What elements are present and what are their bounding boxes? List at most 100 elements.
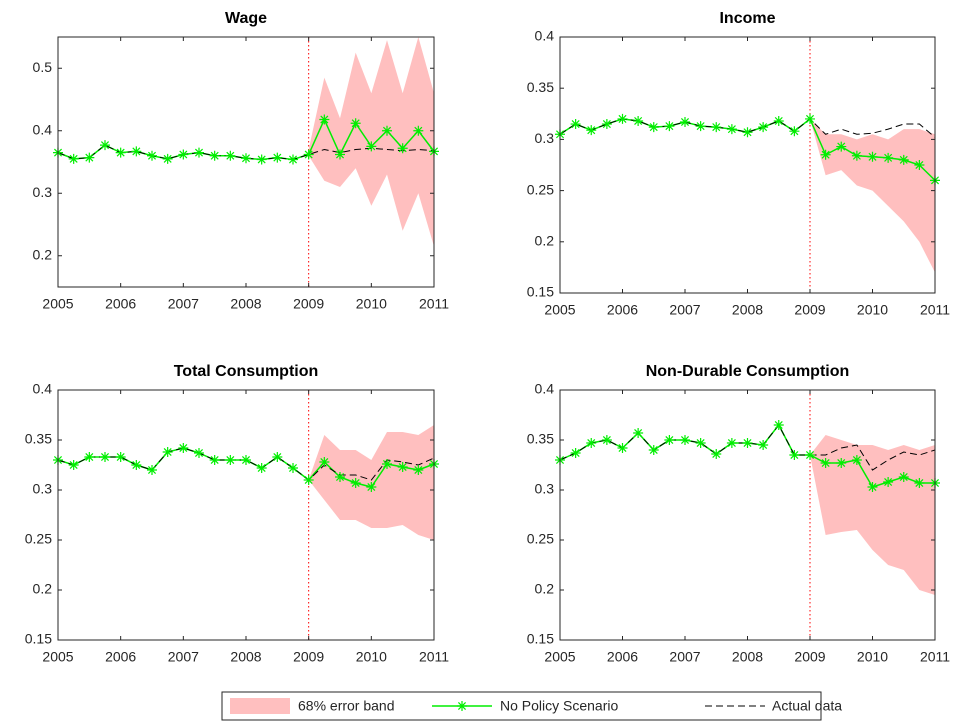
x-tick-label: 2011: [920, 302, 950, 318]
x-tick-label: 2006: [607, 649, 638, 665]
scenario-marker: [680, 116, 690, 127]
scenario-marker: [319, 457, 330, 467]
scenario-marker: [209, 455, 220, 465]
y-tick-label: 0.25: [25, 531, 52, 547]
x-tick-label: 2005: [544, 302, 575, 318]
x-tick-label: 2007: [168, 296, 199, 312]
x-tick-label: 2009: [794, 649, 825, 665]
x-tick-label: 2010: [356, 649, 387, 665]
x-tick-label: 2008: [732, 649, 763, 665]
scenario-marker: [335, 149, 345, 160]
scenario-marker: [633, 428, 644, 438]
scenario-marker: [851, 150, 862, 161]
scenario-marker: [914, 478, 925, 488]
scenario-marker: [131, 146, 142, 157]
x-tick-label: 2010: [356, 296, 387, 312]
scenario-marker: [695, 438, 706, 448]
scenario-marker: [648, 445, 659, 455]
scenario-marker: [178, 443, 189, 453]
scenario-marker: [131, 460, 142, 470]
x-tick-label: 2006: [105, 296, 136, 312]
scenario-marker: [303, 475, 314, 485]
scenario-marker: [413, 125, 424, 136]
scenario-marker: [695, 121, 706, 132]
scenario-marker: [914, 160, 925, 170]
scenario-marker: [648, 122, 659, 133]
scenario-marker: [115, 147, 126, 158]
scenario-marker: [789, 450, 800, 460]
y-tick-label: 0.15: [527, 631, 554, 647]
chart-title: Non-Durable Consumption: [646, 363, 850, 380]
scenario-marker: [225, 455, 236, 465]
scenario-marker: [836, 458, 847, 468]
scenario-marker: [773, 420, 784, 430]
scenario-marker: [194, 147, 204, 158]
scenario-marker: [851, 455, 862, 465]
scenario-marker: [382, 125, 392, 136]
scenario-marker: [820, 149, 831, 160]
scenario-marker: [350, 478, 361, 488]
scenario-marker: [366, 141, 377, 152]
scenario-marker: [288, 154, 298, 165]
scenario-marker: [178, 149, 189, 160]
scenario-marker: [100, 452, 110, 462]
scenario-marker: [820, 458, 831, 468]
y-tick-label: 0.4: [33, 381, 53, 397]
scenario-marker: [288, 463, 298, 473]
scenario-marker: [382, 459, 392, 469]
x-tick-label: 2006: [105, 649, 136, 665]
scenario-marker: [225, 150, 236, 161]
scenario-marker: [664, 435, 675, 445]
scenario-marker: [272, 152, 283, 163]
x-tick-label: 2005: [544, 649, 575, 665]
legend-swatch: [230, 698, 290, 714]
scenario-marker: [758, 440, 769, 450]
scenario-marker: [617, 113, 628, 124]
x-tick-label: 2007: [669, 649, 700, 665]
scenario-marker: [162, 153, 173, 164]
chart-title: Wage: [225, 10, 267, 27]
scenario-marker: [601, 119, 612, 130]
scenario-marker: [836, 141, 847, 152]
scenario-marker: [805, 113, 815, 124]
y-tick-label: 0.4: [33, 121, 53, 137]
scenario-marker: [241, 153, 251, 164]
scenario-marker: [84, 152, 95, 163]
x-tick-label: 2005: [42, 649, 73, 665]
scenario-marker: [319, 114, 330, 125]
scenario-marker: [68, 460, 79, 470]
y-tick-label: 0.3: [535, 481, 555, 497]
scenario-marker: [711, 449, 722, 459]
scenario-marker: [773, 115, 784, 126]
y-tick-label: 0.2: [535, 233, 555, 249]
scenario-marker: [789, 126, 800, 137]
scenario-marker: [633, 115, 644, 126]
scenario-marker: [366, 482, 377, 492]
y-tick-label: 0.35: [527, 431, 554, 447]
x-tick-label: 2011: [419, 649, 449, 665]
x-tick-label: 2008: [732, 302, 763, 318]
x-tick-label: 2009: [794, 302, 825, 318]
legend-label: 68% error band: [298, 698, 395, 714]
scenario-marker: [570, 448, 581, 458]
chart-title: Total Consumption: [174, 363, 319, 380]
scenario-marker: [162, 447, 173, 457]
scenario-marker: [84, 452, 95, 462]
scenario-marker: [742, 127, 753, 138]
y-tick-label: 0.3: [33, 184, 53, 200]
scenario-marker: [209, 150, 220, 161]
y-tick-label: 0.3: [33, 481, 53, 497]
x-tick-label: 2007: [168, 649, 199, 665]
scenario-marker: [617, 443, 628, 453]
scenario-marker: [397, 143, 408, 154]
y-tick-label: 0.3: [535, 130, 555, 146]
scenario-marker: [147, 150, 157, 161]
scenario-marker: [350, 118, 361, 129]
scenario-marker: [726, 438, 737, 448]
scenario-marker: [586, 125, 597, 136]
y-tick-label: 0.15: [527, 284, 554, 300]
scenario-marker: [758, 122, 769, 133]
x-tick-label: 2005: [42, 296, 73, 312]
